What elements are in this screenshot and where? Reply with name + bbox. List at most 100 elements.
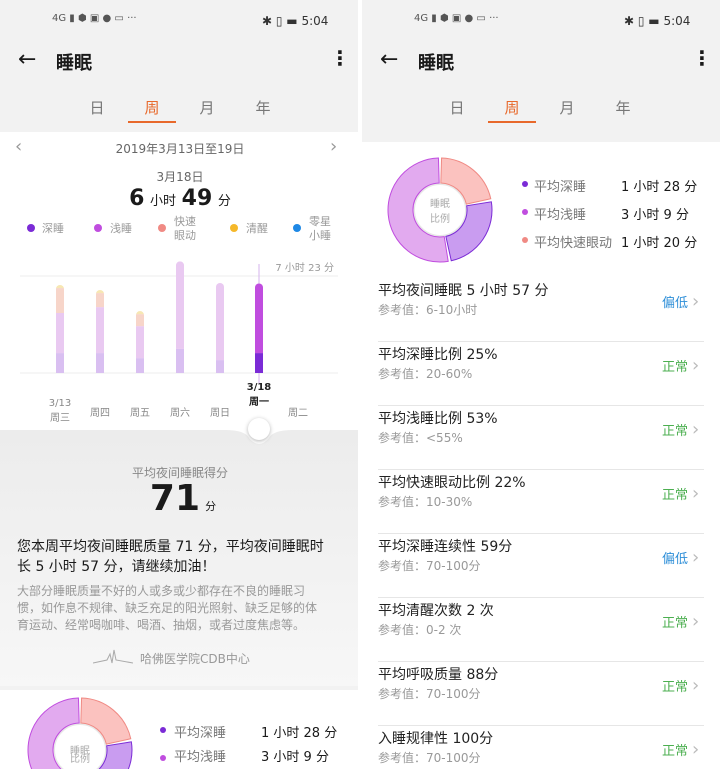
bar-周四[interactable] xyxy=(96,290,104,373)
metric-row[interactable]: 平均夜间睡眠 5 小时 57 分 参考值：6-10小时 偏低 › xyxy=(362,282,720,320)
bar-segment-清醒 xyxy=(96,290,104,294)
metric-reference: 参考值：70-100分 xyxy=(378,687,481,701)
metric-status: 正常 xyxy=(662,680,689,695)
donut-slice-2 xyxy=(80,697,132,745)
tab-month[interactable]: 月 xyxy=(199,99,215,117)
ratio-label: 平均浅睡 xyxy=(534,208,587,223)
bar-segment-浅睡 xyxy=(96,307,104,354)
tab-year[interactable]: 年 xyxy=(615,99,631,117)
more-notifications: ··· xyxy=(127,13,137,24)
chevron-right-icon: › xyxy=(692,355,700,376)
row-divider xyxy=(378,725,704,726)
bar-周六[interactable] xyxy=(176,261,184,373)
legend-dot-rem xyxy=(158,224,166,232)
metric-row[interactable]: 平均清醒次数 2 次 参考值：0-2 次 正常 › xyxy=(362,602,720,640)
donut-slice-0 xyxy=(445,201,493,262)
bar-周三[interactable] xyxy=(56,284,64,373)
tab-week[interactable]: 周 xyxy=(504,99,520,117)
metric-status: 偏低 xyxy=(662,296,689,311)
legend-nap-1: 零星 xyxy=(309,215,331,228)
right-screen: 4G ▮ ⬢ ▣ ● ▭ ··· ✱ ▯ ▬ 5:04 ← 睡眠 ⋮ 日 周 月… xyxy=(362,0,720,769)
tab-year[interactable]: 年 xyxy=(255,99,271,117)
metric-title: 平均深睡连续性 59分 xyxy=(378,539,513,555)
tab-week[interactable]: 周 xyxy=(144,99,160,117)
advice-text: 大部分睡眠质量不好的人或多或少都存在不良的睡眠习 惯，如作息不规律、缺乏充足的阳光… xyxy=(17,583,317,634)
duration-hours: 6 xyxy=(129,186,145,211)
donut-center-label: 睡眠 xyxy=(70,746,90,757)
selected-duration: 6 小时 49 分 xyxy=(129,186,231,211)
legend-awake: 清醒 xyxy=(246,222,268,235)
ratio-value: 3 小时 9 分 xyxy=(621,208,689,223)
chevron-right-icon: › xyxy=(692,483,700,504)
week-slider-knob[interactable] xyxy=(248,418,270,440)
ratio-label-light: 平均浅睡 xyxy=(174,750,227,765)
legend-nap-2: 小睡 xyxy=(309,229,331,242)
donut-slice-1 xyxy=(387,157,449,263)
metric-title: 平均浅睡比例 53% xyxy=(378,411,498,427)
metric-row[interactable]: 平均快速眼动比例 22% 参考值：10-30% 正常 › xyxy=(362,474,720,512)
arrow-left-icon[interactable]: ← xyxy=(18,47,37,72)
metric-row[interactable]: 平均深睡连续性 59分 参考值：70-100分 偏低 › xyxy=(362,538,720,576)
arrow-left-icon[interactable]: ← xyxy=(380,47,399,72)
bar-segment-深睡 xyxy=(96,353,104,373)
status-icons: 4G ▮ ⬢ ▣ ● ▭ ··· xyxy=(414,13,499,24)
ratio-label-deep: 平均深睡 xyxy=(174,726,227,741)
chevron-right-icon: › xyxy=(692,291,700,312)
bar-segment-浅睡 xyxy=(56,313,64,354)
page-title: 睡眠 xyxy=(56,53,92,74)
donut-slice-0 xyxy=(98,741,133,769)
bar-周一[interactable] xyxy=(255,283,263,373)
dot-light xyxy=(160,755,166,761)
tab-month[interactable]: 月 xyxy=(559,99,575,117)
ratio-label: 平均深睡 xyxy=(534,180,587,195)
metric-row[interactable]: 平均深睡比例 25% 参考值：20-60% 正常 › xyxy=(362,346,720,384)
donut-center-label-2: 比例 xyxy=(430,214,450,225)
donut-center-label-2: 比例 xyxy=(70,754,90,765)
bar-周五[interactable] xyxy=(136,311,144,373)
metric-row[interactable]: 平均浅睡比例 53% 参考值：<55% 正常 › xyxy=(362,410,720,448)
tab-day[interactable]: 日 xyxy=(449,99,465,117)
clock: 5:04 xyxy=(663,14,691,28)
sleep-bar-chart[interactable]: 7 小时 23 分周三 3/13 周四 周五 周六 周日 周一 3/18 周二 xyxy=(0,132,358,432)
score-value: 71 xyxy=(149,478,201,519)
bar-周日[interactable] xyxy=(216,283,224,373)
metric-row[interactable]: 入睡规律性 100分 参考值：70-100分 正常 › xyxy=(362,730,720,768)
ratio-value: 1 小时 20 分 xyxy=(621,236,698,251)
unit-hours: 小时 xyxy=(150,194,177,209)
bar-segment-清醒 xyxy=(136,311,144,315)
metric-title: 入睡规律性 100分 xyxy=(378,731,494,747)
chevron-left-icon[interactable]: ‹ xyxy=(15,136,23,157)
x-date-label: 3/18 xyxy=(247,382,272,393)
legend-dot-deep xyxy=(27,224,35,232)
bar-segment-快速眼动 xyxy=(56,288,64,314)
x-label: 周三 xyxy=(50,412,70,424)
bar-segment-深睡 xyxy=(255,353,263,373)
metric-status: 正常 xyxy=(662,360,689,375)
ratio-value-deep: 1 小时 28 分 xyxy=(261,726,338,741)
advice-line-3: 育运动、经常喝咖啡、喝酒、抽烟，或者过度焦虑等。 xyxy=(17,618,306,632)
metric-row[interactable]: 平均呼吸质量 88分 参考值：70-100分 正常 › xyxy=(362,666,720,704)
bar-segment-浅睡 xyxy=(176,261,184,349)
metric-status: 正常 xyxy=(662,616,689,631)
bar-segment-快速眼动 xyxy=(136,314,144,327)
more-vertical-icon[interactable]: ⋮ xyxy=(330,46,350,70)
advice-line-2: 惯，如作息不规律、缺乏充足的阳光照射、缺乏足够的体 xyxy=(17,601,318,615)
tab-day[interactable]: 日 xyxy=(89,99,105,117)
metric-status: 正常 xyxy=(662,424,689,439)
metric-reference: 参考值：<55% xyxy=(378,431,463,445)
chevron-right-icon[interactable]: › xyxy=(330,136,338,157)
tab-indicator xyxy=(488,121,536,123)
week-range: 2019年3月13日至19日 xyxy=(115,142,245,156)
x-label: 周一 xyxy=(249,396,269,408)
x-label: 周日 xyxy=(210,407,230,419)
metric-reference: 参考值：6-10小时 xyxy=(378,303,478,317)
network-label: 4G xyxy=(414,13,429,24)
left-screen: 4G ▮ ⬢ ▣ ● ▭ ··· ✱ ▯ ▬ 5:04 ← 睡眠 ⋮ 日 周 月… xyxy=(0,0,358,769)
bar-segment-浅睡 xyxy=(255,283,263,354)
more-vertical-icon[interactable]: ⋮ xyxy=(692,46,712,70)
summary-line-2: 长 5 小时 57 分，请继续加油！ xyxy=(17,559,216,575)
metric-status: 偏低 xyxy=(662,552,689,567)
status-icons: 4G ▮ ⬢ ▣ ● ▭ ··· xyxy=(52,13,137,24)
chevron-right-icon: › xyxy=(692,739,700,760)
chevron-right-icon: › xyxy=(692,419,700,440)
